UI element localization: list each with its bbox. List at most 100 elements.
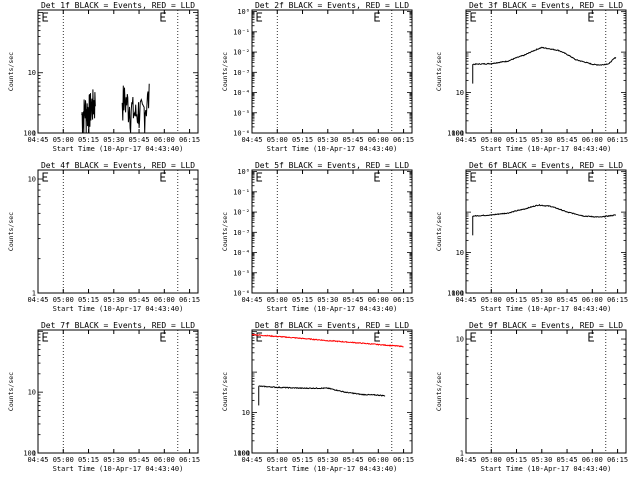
interval-marker-icon xyxy=(256,172,263,182)
x-tick-label: 05:00 xyxy=(267,136,288,144)
plot-frame xyxy=(465,9,627,134)
panel-8: Det 8f BLACK = Events, RED = LLD 04:45 05:… xyxy=(221,321,414,473)
interval-marker-icon xyxy=(470,12,477,22)
y-tick-label: 10⁰ xyxy=(237,8,250,16)
x-tick-label: 05:00 xyxy=(481,136,502,144)
y-axis-label: Counts/sec xyxy=(435,52,443,91)
series-line-2 xyxy=(121,83,150,134)
y-tick-label: 1 xyxy=(460,290,464,298)
y-tick-label: 10⁻⁵ xyxy=(233,269,250,277)
series-line-1 xyxy=(472,46,617,66)
x-axis-label: Start Time (10-Apr-17 04:43:40) xyxy=(53,465,184,473)
x-tick-label: 06:00 xyxy=(582,296,603,304)
x-tick-label: 06:15 xyxy=(607,136,628,144)
panel-7: Det 7f BLACK = Events, RED = LLD 04:45 05:… xyxy=(7,321,200,473)
panel-title: Det 1f BLACK = Events, RED = LLD xyxy=(41,1,195,10)
x-tick-label: 06:00 xyxy=(368,456,389,464)
interval-marker-icon xyxy=(42,12,49,22)
x-tick-label: 06:15 xyxy=(179,136,200,144)
interval-marker-icon xyxy=(42,332,49,342)
x-tick-label: 06:15 xyxy=(179,296,200,304)
x-tick-label: 05:15 xyxy=(506,456,527,464)
y-tick-label: 100 xyxy=(451,290,464,298)
interval-marker-icon xyxy=(374,12,380,22)
interval-marker-icon xyxy=(588,172,594,182)
x-tick-label: 05:00 xyxy=(53,136,74,144)
interval-marker-icon xyxy=(374,172,380,182)
x-tick-label: 05:45 xyxy=(557,136,578,144)
x-tick-label: 06:00 xyxy=(582,456,603,464)
x-tick-label: 04:45 xyxy=(455,136,476,144)
x-tick-label: 05:00 xyxy=(53,456,74,464)
x-tick-label: 05:30 xyxy=(531,136,552,144)
y-tick-label: 10⁻⁶ xyxy=(233,130,250,138)
y-tick-label: 10 xyxy=(456,336,464,344)
y-tick-label: 100 xyxy=(23,130,36,138)
y-tick-label: 1 xyxy=(32,450,36,458)
x-tick-label: 06:00 xyxy=(154,456,175,464)
x-tick-label: 04:45 xyxy=(27,296,48,304)
x-tick-label: 05:15 xyxy=(292,296,313,304)
plot-frame xyxy=(465,169,627,294)
panel-6: Det 6f BLACK = Events, RED = LLD 04:45 05:… xyxy=(435,161,628,313)
x-axis-label: Start Time (10-Apr-17 04:43:40) xyxy=(267,145,398,153)
plot-frame xyxy=(251,329,413,454)
x-tick-label: 05:00 xyxy=(481,456,502,464)
series-line-1 xyxy=(251,333,404,348)
x-tick-label: 05:30 xyxy=(103,136,124,144)
interval-marker-icon xyxy=(470,332,477,342)
interval-marker-icon xyxy=(160,332,166,342)
y-tick-label: 1000 xyxy=(447,130,464,138)
x-tick-label: 04:45 xyxy=(27,456,48,464)
y-tick-label: 1 xyxy=(32,130,36,138)
x-tick-label: 04:45 xyxy=(455,456,476,464)
plot-frame xyxy=(251,169,413,294)
y-tick-label: 1000 xyxy=(233,450,250,458)
y-tick-label: 10 xyxy=(28,389,36,397)
y-tick-label: 10 xyxy=(28,69,36,77)
x-tick-label: 05:00 xyxy=(267,296,288,304)
panel-title: Det 4f BLACK = Events, RED = LLD xyxy=(41,161,195,170)
x-axis-label: Start Time (10-Apr-17 04:43:40) xyxy=(481,465,612,473)
x-tick-label: 05:45 xyxy=(343,296,364,304)
y-tick-label: 1 xyxy=(460,450,464,458)
y-axis-label: Counts/sec xyxy=(7,52,15,91)
y-axis-label: Counts/sec xyxy=(7,212,15,251)
y-tick-label: 10⁻⁴ xyxy=(233,89,250,97)
plot-frame xyxy=(37,9,199,134)
y-tick-label: 10 xyxy=(456,89,464,97)
x-tick-label: 04:45 xyxy=(241,456,262,464)
plot-frame xyxy=(251,9,413,134)
y-axis-label: Counts/sec xyxy=(221,52,229,91)
y-tick-label: 1 xyxy=(246,450,250,458)
x-tick-label: 05:15 xyxy=(506,296,527,304)
y-tick-label: 10⁻⁴ xyxy=(233,249,250,257)
x-tick-label: 05:30 xyxy=(317,296,338,304)
x-tick-label: 05:45 xyxy=(557,296,578,304)
x-tick-label: 05:45 xyxy=(129,456,150,464)
x-tick-label: 06:15 xyxy=(607,296,628,304)
x-tick-label: 06:00 xyxy=(154,136,175,144)
x-tick-label: 06:15 xyxy=(179,456,200,464)
y-tick-label: 10 xyxy=(456,249,464,257)
x-tick-label: 04:45 xyxy=(455,296,476,304)
x-tick-label: 06:00 xyxy=(154,296,175,304)
x-axis-label: Start Time (10-Apr-17 04:43:40) xyxy=(267,465,398,473)
y-axis-label: Counts/sec xyxy=(435,372,443,411)
series-line-1 xyxy=(81,89,96,134)
interval-marker-icon xyxy=(160,172,166,182)
panel-title: Det 3f BLACK = Events, RED = LLD xyxy=(469,1,623,10)
panel-1: Det 1f BLACK = Events, RED = LLD 04:45 05:… xyxy=(7,1,200,153)
y-tick-label: 1 xyxy=(32,290,36,298)
panel-3: Det 3f BLACK = Events, RED = LLD 04:45 05:… xyxy=(435,1,628,153)
y-tick-label: 10⁻¹ xyxy=(233,28,250,36)
interval-marker-icon xyxy=(160,12,166,22)
y-axis-label: Counts/sec xyxy=(221,212,229,251)
panel-2: Det 2f BLACK = Events, RED = LLD 04:45 05:… xyxy=(221,1,414,153)
x-tick-label: 05:00 xyxy=(481,296,502,304)
x-tick-label: 04:45 xyxy=(241,296,262,304)
y-tick-label: 10⁻¹ xyxy=(233,188,250,196)
x-tick-label: 05:30 xyxy=(103,296,124,304)
x-tick-label: 06:00 xyxy=(368,136,389,144)
